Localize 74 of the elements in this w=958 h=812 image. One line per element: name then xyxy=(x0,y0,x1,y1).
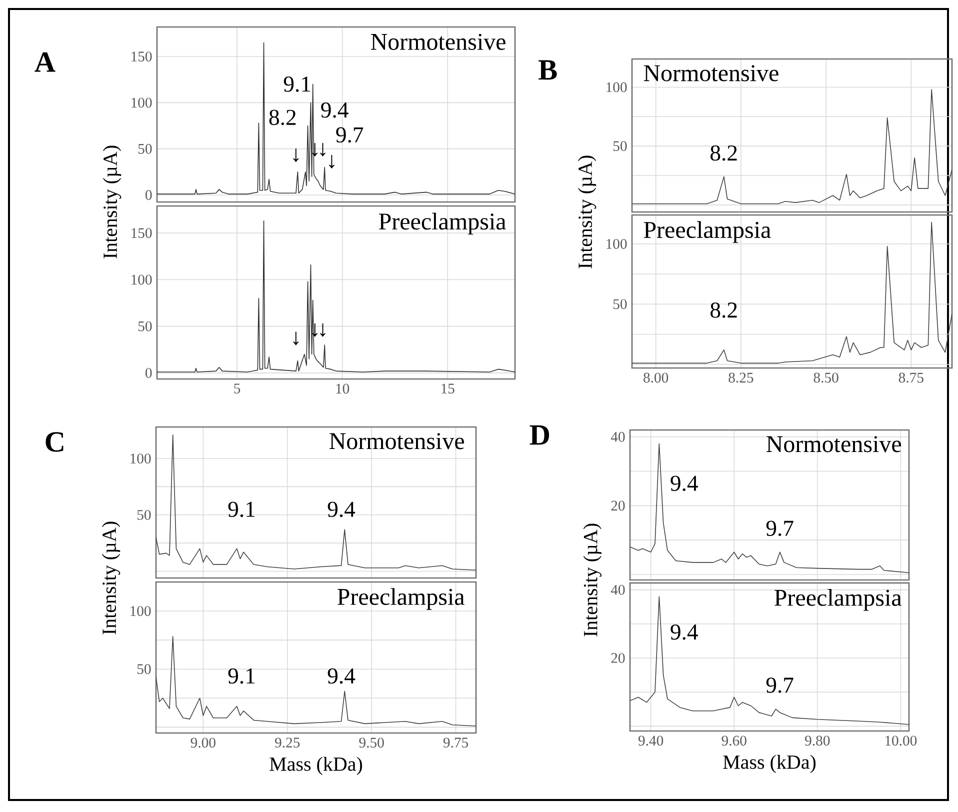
x-tick-label: 10.00 xyxy=(885,736,917,746)
annotation: 9.4 xyxy=(328,668,356,684)
y-tick-label: 100 xyxy=(606,82,627,92)
y-tick-label: 150 xyxy=(132,228,152,238)
y-axis-title: Intensity (µA) xyxy=(102,522,120,634)
x-tick-label: 9.80 xyxy=(805,736,830,746)
chart-subtitle: Preeclampsia xyxy=(378,212,506,235)
chart-subtitle: Preeclampsia xyxy=(774,589,902,611)
annotation: ↓ xyxy=(320,323,326,337)
text: A xyxy=(34,52,56,72)
x-tick-label: 9.50 xyxy=(359,738,384,748)
line-series xyxy=(156,434,476,570)
chart-subtitle: Normotensive xyxy=(330,433,464,450)
y-tick-label: 50 xyxy=(138,144,152,154)
annotation: 9.7 xyxy=(336,127,364,143)
x-tick-label: 15 xyxy=(442,384,454,394)
annotation: 9.7 xyxy=(766,678,794,693)
annotation: 9.1 xyxy=(228,502,255,518)
x-tick-label: 9.75 xyxy=(443,738,468,748)
y-tick-label: 50 xyxy=(137,510,151,520)
y-tick-label: 50 xyxy=(138,321,152,332)
annotation: 9.1 xyxy=(228,668,255,684)
x-axis-title: Mass (kDa) xyxy=(270,756,362,775)
annotation: ↓ xyxy=(293,332,299,346)
y-axis-title: Intensity (µA) xyxy=(102,146,122,258)
y-tick-label: 40 xyxy=(610,584,625,595)
annotation: 9.1 xyxy=(284,76,310,92)
x-tick-label: 9.60 xyxy=(722,736,746,746)
x-tick-label: 8.25 xyxy=(728,372,754,383)
y-tick-label: 50 xyxy=(137,664,151,674)
annotation: 8.2 xyxy=(269,110,296,126)
chart-subtitle: Normotensive xyxy=(644,65,778,82)
chart-title: B xyxy=(538,60,557,80)
y-tick-label: 40 xyxy=(610,432,625,442)
y-axis-title: Intensity (µA) xyxy=(583,524,602,636)
y-tick-label: 100 xyxy=(132,98,152,108)
x-tick-label: 10 xyxy=(336,384,350,394)
annotation: 9.7 xyxy=(766,520,794,536)
y-tick-label: 0 xyxy=(146,368,152,378)
annotation: 9.4 xyxy=(328,502,356,518)
x-tick-label: 9.25 xyxy=(275,738,300,748)
annotation: ↓ xyxy=(293,148,299,162)
y-tick-label: 100 xyxy=(130,454,151,464)
x-tick-label: 8.75 xyxy=(898,372,924,383)
x-tick-label: 9.00 xyxy=(190,738,216,748)
annotation: ↓ xyxy=(329,155,334,168)
chart-subtitle: Normotensive xyxy=(766,436,901,452)
y-tick-label: 100 xyxy=(130,606,151,616)
chart-subtitle: Preeclampsia xyxy=(644,221,771,243)
chart-subtitle: Normotensive xyxy=(370,34,506,50)
chart-title: D xyxy=(530,425,550,445)
line-series xyxy=(156,636,476,726)
annotation: 9.4 xyxy=(670,476,698,492)
x-tick-label: 8.00 xyxy=(644,372,668,383)
y-tick-label: 150 xyxy=(132,52,152,62)
annotation: 8.2 xyxy=(710,145,737,161)
x-tick-label: 8.50 xyxy=(814,372,838,383)
y-axis-title: Intensity (µA) xyxy=(578,156,596,268)
y-tick-label: 50 xyxy=(613,141,627,152)
y-tick-label: 50 xyxy=(613,299,627,310)
y-tick-label: 20 xyxy=(611,500,625,511)
x-axis-title: Mass (kDa) xyxy=(723,754,816,773)
annotation: ↓ xyxy=(320,142,326,156)
annotation: 9.4 xyxy=(321,102,348,118)
chart-title: C xyxy=(46,432,64,452)
y-tick-label: 20 xyxy=(611,653,625,663)
y-tick-label: 100 xyxy=(132,274,152,285)
annotation: 8.2 xyxy=(710,302,737,318)
annotation: 9.4 xyxy=(670,624,698,640)
y-tick-label: 0 xyxy=(146,190,152,200)
x-tick-label: 5 xyxy=(234,384,240,394)
x-tick-label: 9.40 xyxy=(638,736,664,746)
chart-subtitle: Preeclampsia xyxy=(338,588,464,610)
y-tick-label: 100 xyxy=(606,238,627,249)
